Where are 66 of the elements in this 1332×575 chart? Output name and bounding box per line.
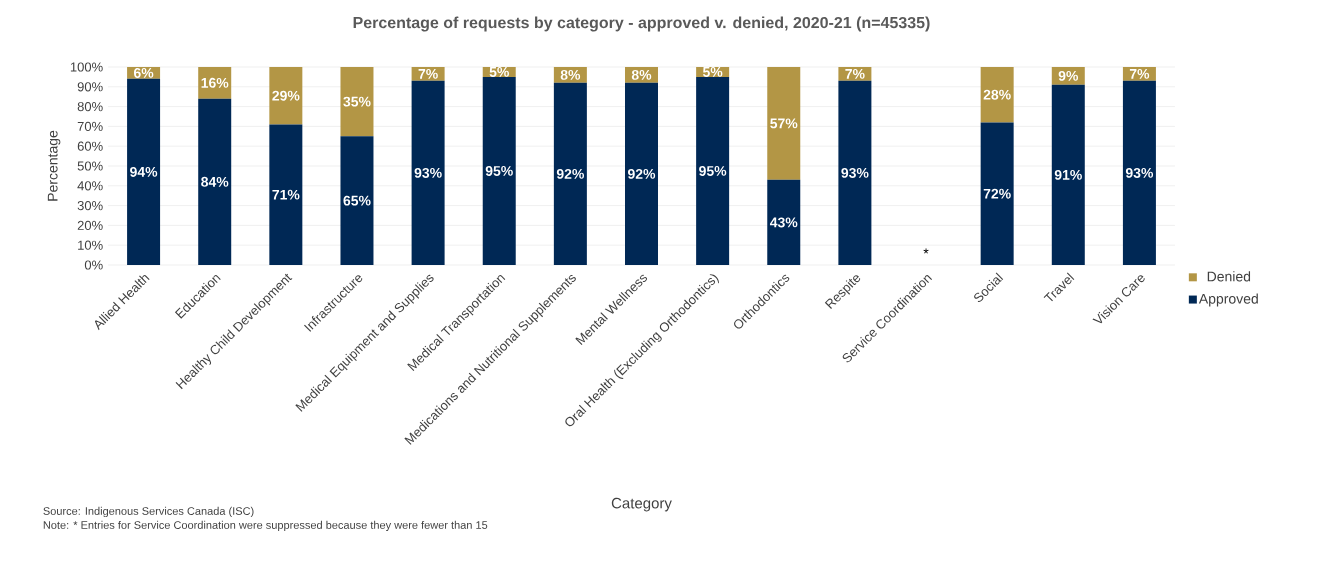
data-label: 9%	[1058, 70, 1079, 81]
data-label: 94%	[130, 166, 158, 177]
y-tick-label: 100%	[70, 62, 103, 72]
legend-label: Denied	[1207, 271, 1251, 282]
bar	[340, 66, 374, 137]
y-tick-label: 70%	[77, 121, 103, 131]
chart-title: Percentage of requests by category - approved v. denied, 2020-21 (n=45335)	[353, 16, 930, 32]
data-label: 65%	[343, 195, 371, 206]
data-label: 72%	[983, 188, 1011, 199]
data-label: 6%	[133, 67, 154, 78]
bar	[553, 82, 587, 265]
bar	[980, 66, 1014, 123]
bar	[127, 78, 161, 265]
data-label: 29%	[272, 90, 300, 101]
data-label: 93%	[1125, 167, 1154, 178]
bar	[696, 76, 730, 265]
bar	[482, 76, 516, 265]
y-tick-label: 0%	[84, 260, 103, 270]
bar	[1051, 84, 1085, 265]
data-label: 5%	[489, 67, 509, 77]
data-label: 43%	[769, 217, 798, 228]
text: Note: * Entries for Service Coordination were suppressed because they were fewer than 15	[43, 520, 488, 532]
data-label: 8%	[631, 69, 652, 80]
data-label: 95%	[699, 165, 727, 176]
data-label: 93%	[841, 167, 869, 178]
bar	[269, 66, 303, 125]
y-tick-label: 40%	[77, 181, 103, 191]
y-tick-label: 60%	[77, 141, 103, 151]
bar	[340, 136, 374, 265]
annotation: *	[923, 248, 929, 254]
data-label: 92%	[556, 168, 584, 179]
data-label: 7%	[1129, 69, 1150, 79]
data-label: 93%	[414, 167, 442, 178]
data-label: 95%	[485, 165, 513, 176]
bar	[1122, 80, 1156, 265]
data-label: 92%	[627, 168, 656, 179]
bar	[767, 179, 801, 265]
data-label: 16%	[201, 77, 229, 88]
source-note: Source: Indigenous Services Canada (ISC)	[43, 506, 254, 518]
bar	[269, 124, 303, 265]
y-tick-label: 20%	[77, 220, 103, 230]
data-label: 84%	[201, 176, 229, 187]
bar	[198, 98, 232, 265]
bar	[625, 82, 658, 265]
y-tick-label: 80%	[77, 101, 103, 112]
data-label: 7%	[418, 69, 438, 79]
bar	[838, 80, 872, 265]
y-tick-label: 50%	[77, 161, 103, 171]
bar	[980, 122, 1014, 265]
data-label: 91%	[1054, 169, 1082, 180]
y-tick-label: 90%	[77, 82, 103, 92]
legend-label: Approved	[1198, 293, 1258, 307]
data-label: 71%	[272, 189, 300, 200]
bar	[411, 80, 445, 265]
data-label: 35%	[343, 96, 371, 107]
bar	[198, 66, 232, 99]
y-axis-title: Percentage	[47, 130, 61, 201]
data-label: 57%	[770, 118, 798, 129]
data-label: 28%	[983, 89, 1011, 100]
data-label: 5%	[702, 67, 723, 77]
y-tick-label: 30%	[77, 200, 103, 211]
data-label: 8%	[560, 69, 581, 80]
x-axis-title: Category	[611, 497, 672, 512]
y-tick-label: 10%	[78, 240, 103, 250]
bar	[767, 66, 801, 180]
data-label: 7%	[845, 69, 865, 79]
